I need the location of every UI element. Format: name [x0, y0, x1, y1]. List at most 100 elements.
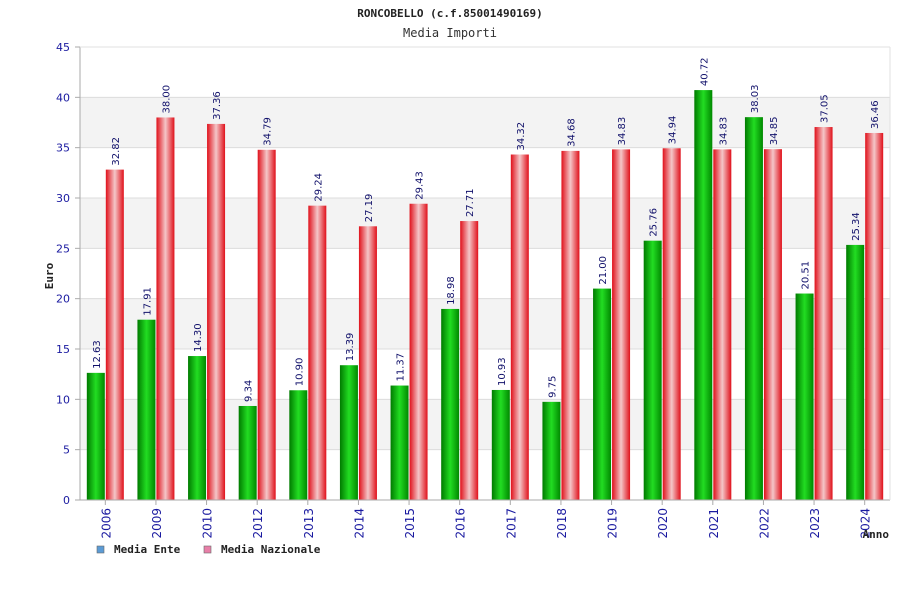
x-tick-label-2017: 2017 — [504, 508, 518, 539]
x-tick-label-2013: 2013 — [302, 508, 316, 539]
bars — [86, 90, 884, 501]
value-label-media-nazionale-2018: 34.68 — [566, 118, 577, 147]
x-tick-label-2020: 2020 — [656, 508, 670, 539]
bar-media-ente-2013 — [289, 390, 308, 500]
value-label-media-nazionale-2017: 34.32 — [516, 122, 527, 151]
x-axis-ticks: 2006 2009 2010 2012 2013 2014 2015 2016 2017 2018… — [99, 500, 873, 539]
bar-media-ente-2021 — [694, 90, 713, 501]
value-label-media-nazionale-2015: 29.43 — [415, 171, 426, 200]
legend-label-media-ente: Media Ente — [114, 543, 181, 556]
bar-media-nazionale-2016 — [460, 221, 479, 500]
value-label-media-nazionale-2006: 32.82 — [111, 137, 122, 166]
value-label-media-nazionale-2021: 34.83 — [718, 117, 729, 146]
x-tick-label-2022: 2022 — [757, 508, 771, 539]
bar-media-ente-2016 — [441, 308, 460, 500]
bar-media-ente-2015 — [390, 385, 409, 500]
value-label-media-nazionale-2013: 29.24 — [313, 173, 324, 202]
axes — [79, 46, 891, 501]
y-tick-label: 15 — [56, 343, 70, 356]
bar-media-nazionale-2020 — [662, 148, 681, 500]
bar-media-ente-2012 — [238, 405, 257, 500]
value-label-media-nazionale-2009: 38.00 — [161, 85, 172, 114]
y-tick-label: 30 — [56, 192, 70, 205]
value-labels: 12.63 32.82 17.91 38.00 14.30 37.36 9.34 34.79 1… — [92, 57, 881, 402]
value-label-media-ente-2006: 12.63 — [92, 340, 103, 369]
bar-media-nazionale-2010 — [207, 123, 226, 500]
x-tick-label-2012: 2012 — [251, 508, 265, 539]
bar-media-nazionale-2018 — [561, 150, 580, 500]
bar-media-nazionale-2019 — [612, 149, 631, 501]
bar-media-nazionale-2022 — [763, 149, 782, 500]
value-label-media-ente-2019: 21.00 — [598, 256, 609, 285]
x-axis-title: Anno — [863, 528, 890, 541]
bar-media-ente-2010 — [188, 356, 207, 500]
value-label-media-nazionale-2012: 34.79 — [263, 117, 274, 146]
y-tick-label: 0 — [63, 494, 70, 507]
chart-title: RONCOBELLO (c.f.85001490169) — [357, 7, 542, 20]
value-label-media-ente-2018: 9.75 — [547, 376, 558, 398]
bar-media-nazionale-2012 — [257, 149, 276, 500]
y-tick-label: 5 — [63, 444, 70, 457]
x-tick-label-2023: 2023 — [808, 508, 822, 539]
bar-media-ente-2009 — [137, 319, 156, 500]
value-label-media-ente-2024: 25.34 — [851, 212, 862, 241]
y-axis-ticks: 0 5 10 15 20 25 30 35 40 45 — [56, 41, 70, 507]
value-label-media-ente-2012: 9.34 — [244, 380, 255, 402]
bar-media-nazionale-2014 — [358, 226, 377, 500]
bar-media-nazionale-2015 — [409, 203, 428, 500]
bar-media-nazionale-2013 — [308, 205, 327, 500]
x-tick-label-2010: 2010 — [201, 508, 215, 539]
x-tick-label-2018: 2018 — [555, 508, 569, 539]
legend-swatch-media-nazionale — [203, 545, 212, 554]
chart-subtitle: Media Importi — [403, 26, 497, 40]
bar-media-nazionale-2024 — [865, 132, 884, 500]
value-label-media-nazionale-2016: 27.71 — [465, 188, 476, 217]
plot-band — [80, 47, 890, 98]
bar-media-ente-2020 — [643, 240, 662, 500]
x-tick-label-2021: 2021 — [707, 508, 721, 539]
y-tick-label: 35 — [56, 142, 70, 155]
value-label-media-ente-2015: 11.37 — [396, 353, 407, 382]
bar-media-nazionale-2009 — [156, 117, 175, 500]
y-tick-label: 45 — [56, 41, 70, 54]
value-label-media-nazionale-2020: 34.94 — [668, 116, 679, 145]
value-label-media-ente-2013: 10.90 — [294, 358, 305, 387]
value-label-media-nazionale-2010: 37.36 — [212, 91, 223, 120]
legend-label-media-nazionale: Media Nazionale — [221, 543, 321, 556]
x-tick-label-2014: 2014 — [352, 508, 366, 539]
x-tick-label-2006: 2006 — [99, 508, 113, 539]
legend: Media Ente Media Nazionale — [96, 543, 321, 556]
value-label-media-ente-2023: 20.51 — [801, 261, 812, 290]
bar-media-nazionale-2021 — [713, 149, 732, 501]
bar-media-ente-2017 — [491, 389, 510, 500]
x-tick-label-2009: 2009 — [150, 508, 164, 539]
bar-media-ente-2024 — [846, 244, 865, 500]
value-label-media-ente-2021: 40.72 — [699, 57, 710, 86]
bar-media-nazionale-2017 — [510, 154, 529, 500]
value-label-media-nazionale-2014: 27.19 — [364, 194, 375, 223]
value-label-media-ente-2017: 10.93 — [497, 357, 508, 386]
value-label-media-ente-2010: 14.30 — [193, 323, 204, 352]
y-tick-label: 40 — [56, 91, 70, 104]
x-tick-label-2019: 2019 — [606, 508, 620, 539]
bar-media-nazionale-2006 — [105, 169, 124, 500]
bar-media-ente-2018 — [542, 401, 561, 500]
x-tick-label-2015: 2015 — [403, 508, 417, 539]
value-label-media-nazionale-2023: 37.05 — [820, 94, 831, 123]
value-label-media-ente-2014: 13.39 — [345, 333, 356, 362]
value-label-media-ente-2009: 17.91 — [142, 287, 153, 316]
bar-media-ente-2023 — [795, 293, 814, 500]
value-label-media-nazionale-2022: 34.85 — [769, 117, 780, 146]
bar-media-ente-2006 — [86, 372, 105, 500]
y-tick-label: 10 — [56, 393, 70, 406]
bar-media-ente-2014 — [339, 365, 358, 500]
bar-media-ente-2019 — [593, 288, 612, 500]
value-label-media-ente-2020: 25.76 — [649, 208, 660, 237]
y-tick-label: 20 — [56, 293, 70, 306]
x-tick-label-2024: 2024 — [859, 508, 873, 539]
y-tick-label: 25 — [56, 242, 70, 255]
bar-media-nazionale-2023 — [814, 127, 833, 500]
value-label-media-ente-2022: 38.03 — [750, 85, 761, 114]
x-tick-label-2016: 2016 — [454, 508, 468, 539]
